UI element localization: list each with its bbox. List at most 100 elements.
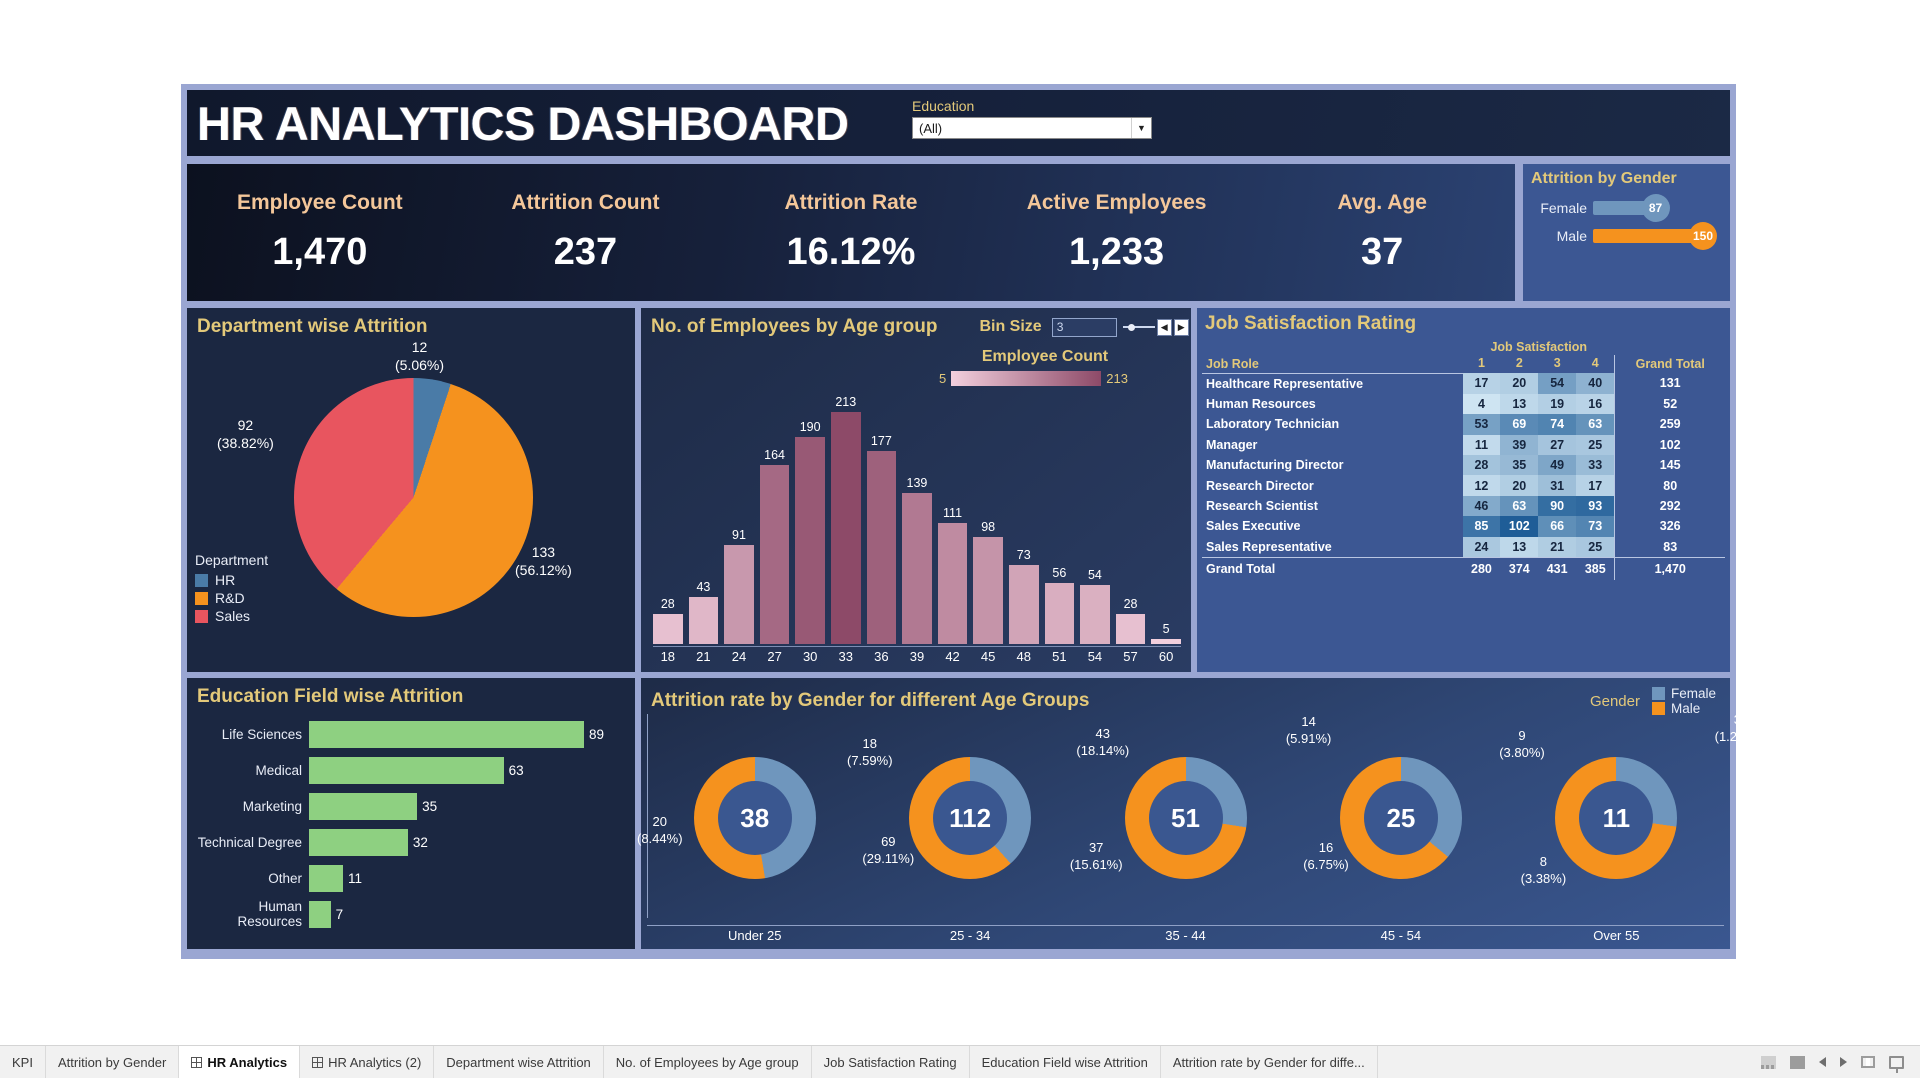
- sheet-tab[interactable]: No. of Employees by Age group: [604, 1046, 812, 1078]
- donut-chart[interactable]: 112: [909, 757, 1032, 879]
- donut-chart[interactable]: 25: [1339, 757, 1462, 879]
- legend-item[interactable]: HR: [195, 572, 268, 588]
- table-cell[interactable]: 63: [1500, 495, 1539, 517]
- table-cell[interactable]: 49: [1538, 455, 1577, 476]
- donut-cell[interactable]: 11 3 (1.27%) 8 (3.38%): [1509, 712, 1761, 918]
- donut-cell[interactable]: 38 18 (7.59%) 20 (8.44%): [637, 718, 893, 918]
- next-sheet-icon[interactable]: [1840, 1057, 1847, 1067]
- table-column-header[interactable]: Grand Total: [1614, 355, 1725, 373]
- table-cell[interactable]: 16: [1576, 393, 1615, 415]
- table-cell[interactable]: 85: [1462, 516, 1501, 537]
- bar-column[interactable]: 98: [973, 376, 1003, 644]
- education-bar[interactable]: [309, 756, 504, 784]
- table-cell[interactable]: 93: [1576, 495, 1615, 517]
- bar-column[interactable]: 28: [653, 376, 683, 644]
- table-cell[interactable]: 66: [1538, 516, 1577, 537]
- pie-slices[interactable]: [294, 378, 533, 617]
- donut-chart[interactable]: 38: [693, 757, 816, 879]
- bin-size-input[interactable]: 3: [1051, 317, 1117, 337]
- table-cell[interactable]: 53: [1462, 414, 1501, 435]
- legend-item[interactable]: R&D: [195, 590, 268, 606]
- table-cell[interactable]: 31: [1538, 475, 1577, 496]
- chevron-right-icon[interactable]: ▶: [1173, 318, 1189, 336]
- bar-rect[interactable]: [1151, 638, 1181, 644]
- table-column-header[interactable]: Job Role: [1206, 356, 1259, 371]
- table-column-header[interactable]: 1: [1477, 356, 1485, 370]
- table-cell[interactable]: 12: [1462, 475, 1501, 496]
- table-row[interactable]: Research Scientist 46 63 90 93 292: [1202, 495, 1725, 517]
- table-cell[interactable]: 13: [1500, 393, 1539, 415]
- bar-rect[interactable]: [724, 544, 754, 644]
- bar-column[interactable]: 5: [1151, 376, 1181, 644]
- education-filter-dropdown[interactable]: (All) ▼: [912, 117, 1152, 139]
- table-row[interactable]: Laboratory Technician 53 69 74 63 259: [1202, 414, 1725, 435]
- table-cell[interactable]: 33: [1576, 455, 1615, 476]
- bar-rect[interactable]: [1080, 585, 1110, 644]
- donut-chart[interactable]: 11: [1555, 757, 1678, 879]
- education-bar[interactable]: [309, 828, 408, 856]
- sheet-tab[interactable]: HR Analytics: [179, 1046, 301, 1078]
- department-pie-chart[interactable]: 12 (5.06%) 92 (38.82%) 133 (56.12%) Departm…: [187, 338, 635, 648]
- table-cell[interactable]: 17: [1576, 475, 1615, 496]
- table-cell[interactable]: 54: [1538, 373, 1577, 394]
- bar-rect[interactable]: [830, 412, 861, 644]
- bar-column[interactable]: 177: [866, 376, 897, 644]
- bar-rect[interactable]: [1115, 613, 1146, 644]
- sheet-tab[interactable]: Job Satisfaction Rating: [812, 1046, 970, 1078]
- table-cell[interactable]: 21: [1538, 536, 1577, 558]
- bar-column[interactable]: 28: [1115, 376, 1146, 644]
- bar-rect[interactable]: [759, 465, 790, 644]
- bin-size-slider-knob[interactable]: [1127, 323, 1135, 331]
- bar-column[interactable]: 111: [937, 376, 968, 644]
- table-row[interactable]: Sales Representative 24 13 21 25 83: [1202, 536, 1725, 558]
- bar-rect[interactable]: [653, 613, 683, 644]
- sheet-tab[interactable]: Education Field wise Attrition: [970, 1046, 1161, 1078]
- table-cell[interactable]: 25: [1576, 536, 1615, 558]
- education-bar-row[interactable]: Marketing 35: [191, 788, 625, 824]
- bar-column[interactable]: 56: [1044, 376, 1075, 644]
- bar-rect[interactable]: [1008, 564, 1039, 644]
- bar-rect[interactable]: [937, 523, 968, 644]
- bar-column[interactable]: 43: [688, 376, 719, 644]
- education-bar-row[interactable]: Medical 63: [191, 752, 625, 788]
- table-cell[interactable]: 46: [1462, 495, 1501, 517]
- new-dashboard-icon[interactable]: [1761, 1055, 1776, 1069]
- bar-rect[interactable]: [902, 492, 932, 644]
- table-row[interactable]: Manufacturing Director 28 35 49 33 145: [1202, 455, 1725, 476]
- fit-screen-icon[interactable]: [1861, 1056, 1875, 1068]
- bar-rect[interactable]: [795, 437, 825, 644]
- table-cell[interactable]: 19: [1538, 393, 1577, 415]
- bar-column[interactable]: 164: [759, 376, 790, 644]
- bar-column[interactable]: 91: [724, 376, 754, 644]
- education-bar-row[interactable]: Life Sciences 89: [191, 716, 625, 752]
- table-cell[interactable]: 27: [1538, 434, 1577, 455]
- sheet-tab[interactable]: Department wise Attrition: [434, 1046, 604, 1078]
- table-cell[interactable]: 35: [1500, 455, 1539, 476]
- table-cell[interactable]: 74: [1538, 414, 1577, 435]
- education-bar-row[interactable]: Technical Degree 32: [191, 824, 625, 860]
- table-row[interactable]: Research Director 12 20 31 17 80: [1202, 475, 1725, 496]
- education-bar-row[interactable]: Human Resources 7: [191, 896, 625, 932]
- bin-size-slider[interactable]: [1122, 318, 1155, 337]
- bar-column[interactable]: 190: [795, 376, 825, 644]
- table-cell[interactable]: 20: [1500, 475, 1539, 496]
- donut-charts[interactable]: 38 18 (7.59%) 20 (8.44%) 112 43 (18.14%) 69 (29.1…: [637, 712, 1761, 918]
- bar-rect[interactable]: [688, 597, 719, 644]
- table-cell[interactable]: 20: [1500, 373, 1539, 394]
- legend-item[interactable]: Female: [1651, 686, 1716, 701]
- table-row[interactable]: Manager 11 39 27 25 102: [1202, 434, 1725, 455]
- sheet-tab[interactable]: Attrition rate by Gender for diffe...: [1161, 1046, 1378, 1078]
- legend-item[interactable]: Sales: [195, 608, 268, 624]
- sheet-tab[interactable]: Attrition by Gender: [46, 1046, 180, 1078]
- donut-cell[interactable]: 51 14 (5.91%) 37 (15.61%): [1070, 714, 1331, 918]
- table-column-header[interactable]: 2: [1515, 356, 1523, 370]
- chevron-down-icon[interactable]: ▼: [1131, 118, 1151, 138]
- bar-rect[interactable]: [1044, 583, 1075, 644]
- prev-sheet-icon[interactable]: [1819, 1057, 1826, 1067]
- education-bar[interactable]: [309, 792, 418, 820]
- table-cell[interactable]: 4: [1462, 393, 1501, 415]
- education-bar[interactable]: [309, 864, 343, 892]
- sheet-tab[interactable]: HR Analytics (2): [300, 1046, 435, 1078]
- presentation-mode-icon[interactable]: [1889, 1055, 1904, 1073]
- bar-column[interactable]: 73: [1008, 376, 1039, 644]
